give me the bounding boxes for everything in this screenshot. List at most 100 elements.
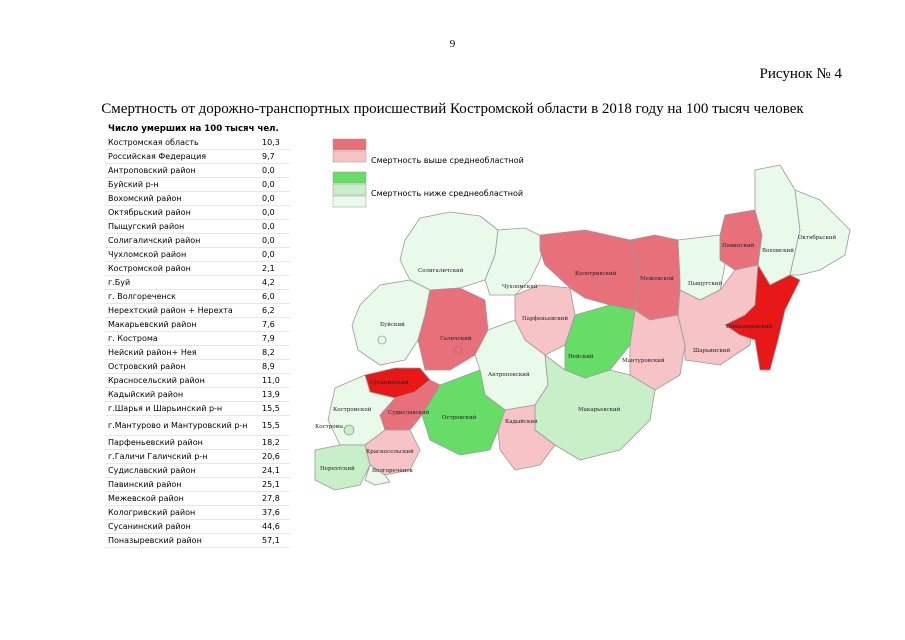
table-row: г.Шарья и Шарьинский р-н 15,5: [105, 402, 290, 416]
table-row: Российская Федерация 9,7: [105, 150, 290, 164]
label-chukhloma: Чухломский: [502, 284, 538, 290]
row-value: 2,1: [262, 264, 275, 273]
table-row: Нерехтский район + Нерехта 6,2: [105, 304, 290, 318]
row-value: 15,5: [262, 404, 280, 413]
table-header: Число умерших на 100 тысяч чел.: [108, 124, 279, 134]
row-value: 0,0: [262, 180, 275, 189]
row-value: 10,3: [262, 138, 280, 147]
row-value: 15,5: [262, 421, 280, 430]
row-name: Кологривский район: [108, 508, 196, 517]
label-ostrov: Островский: [442, 415, 477, 421]
row-name: Российская Федерация: [108, 152, 207, 161]
table-row: Межевской район 27,8: [105, 492, 290, 506]
row-value: 7,6: [262, 320, 275, 329]
row-value: 44,6: [262, 522, 280, 531]
row-name: Антроповский район: [108, 166, 196, 175]
label-parfen: Парфеньевский: [522, 315, 568, 322]
table-row: Кадыйский район 13,9: [105, 388, 290, 402]
label-antrop: Антроповский: [488, 372, 530, 378]
table-row: Антроповский район 0,0: [105, 164, 290, 178]
legend-below-label: Смертность ниже среднеобластной: [371, 189, 523, 198]
label-bui: Буйский: [380, 322, 405, 328]
row-value: 7,9: [262, 334, 275, 343]
legend-above-label: Смертность выше среднеобластной: [371, 156, 524, 165]
region-chukhloma: [484, 227, 546, 296]
row-name: Нейский район+ Нея: [108, 348, 197, 357]
region-soligalich: [399, 211, 499, 291]
label-krasnoe: Красносельский: [366, 449, 414, 455]
table-row: Костромская область 10,3: [105, 136, 290, 150]
table-row: Костромской район 2,1: [105, 262, 290, 276]
city-bui-marker: [377, 335, 387, 345]
row-value: 8,9: [262, 362, 275, 371]
legend-swatch-green-pale: [332, 195, 367, 208]
row-name: Поназыревский район: [108, 536, 202, 545]
table-row: Макарьевский район 7,6: [105, 318, 290, 332]
row-name: г.Буй: [108, 278, 131, 287]
row-value: 27,8: [262, 494, 280, 503]
table-row: Поназыревский район 57,1: [105, 534, 290, 548]
region-neya: [564, 304, 636, 379]
row-value: 0,0: [262, 194, 275, 203]
row-value: 4,2: [262, 278, 275, 287]
table-body: Костромская область 10,3 Российская Федера…: [105, 136, 290, 548]
label-ponazyr: Поназыревский: [726, 324, 772, 330]
row-name: Сусанинский район: [108, 522, 191, 531]
row-name: г.Мантурово и Мантуровский р-н: [108, 421, 248, 430]
table-row: Октябрьский район 0,0: [105, 206, 290, 220]
region-volgorechensk: [364, 464, 391, 486]
table-row: Нейский район+ Нея 8,2: [105, 346, 290, 360]
row-value: 0,0: [262, 208, 275, 217]
legend-swatch-pink: [332, 150, 367, 163]
row-value: 8,2: [262, 348, 275, 357]
region-ostrov: [421, 369, 506, 456]
table-row: г.Мантурово и Мантуровский р-н 15,5: [105, 416, 290, 436]
row-value: 18,2: [262, 438, 280, 447]
row-value: 0,0: [262, 250, 275, 259]
row-name: Судиславский район: [108, 466, 196, 475]
label-vokhma: Вохомский: [762, 248, 794, 254]
label-galich: Галичский: [440, 336, 472, 342]
page-number: 9: [449, 38, 456, 50]
label-nerekhta: Нерехтский: [320, 466, 355, 472]
region-kadyi: [497, 404, 556, 471]
table-row: Судиславский район 24,1: [105, 464, 290, 478]
row-name: г. Волгореченск: [108, 292, 176, 301]
row-name: Красносельский район: [108, 376, 205, 385]
label-kologriv: Кологривский: [575, 271, 617, 277]
region-nerekhta: [314, 444, 371, 491]
row-name: Костромской район: [108, 264, 191, 273]
row-value: 11,0: [262, 376, 280, 385]
row-name: Чухломской район: [108, 250, 187, 259]
row-value: 13,9: [262, 390, 280, 399]
label-oktyabr: Октябрьский: [798, 234, 836, 241]
row-name: Вохомский район: [108, 194, 182, 203]
table-row: Чухломской район 0,0: [105, 248, 290, 262]
region-pavino: [719, 209, 763, 271]
label-sharya: Шарьинский: [693, 348, 731, 354]
label-susanin: Сусанинский: [370, 380, 409, 386]
table-row: Буйский р-н 0,0: [105, 178, 290, 192]
row-name: Кадыйский район: [108, 390, 184, 399]
row-value: 24,1: [262, 466, 280, 475]
row-value: 20,6: [262, 452, 280, 461]
row-value: 0,0: [262, 166, 275, 175]
region-pyshchug: [677, 234, 726, 301]
region-galich: [417, 287, 489, 371]
table-row: г.Буй 4,2: [105, 276, 290, 290]
label-neya: Нейский: [568, 354, 594, 360]
label-kostroma-city: Кострома: [315, 424, 344, 430]
row-name: Межевской район: [108, 494, 184, 503]
row-value: 37,6: [262, 508, 280, 517]
row-name: Макарьевский район: [108, 320, 197, 329]
region-oktyabr: [789, 189, 851, 276]
mortality-table: Число умерших на 100 тысяч чел. Костромс…: [105, 123, 290, 548]
row-value: 0,0: [262, 236, 275, 245]
row-name: Парфеньевский район: [108, 438, 203, 447]
row-value: 57,1: [262, 536, 280, 545]
figure-label: Рисунок № 4: [759, 66, 842, 82]
label-kadyi: Кадыйский: [505, 419, 538, 425]
row-name: Солигаличский район: [108, 236, 201, 245]
row-name: Павинский район: [108, 480, 182, 489]
table-row: г.Галичи Галичский р-н 20,6: [105, 450, 290, 464]
